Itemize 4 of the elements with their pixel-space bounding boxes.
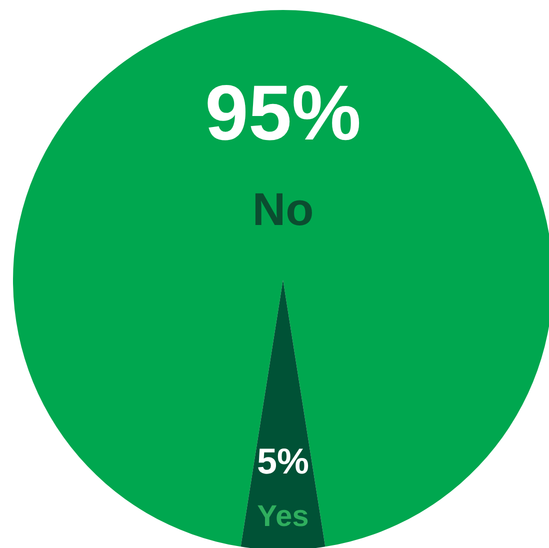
slice-label: Yes <box>257 500 309 533</box>
slice-label: No <box>252 183 314 236</box>
data-label: 95% <box>204 68 362 157</box>
data-label: 5% <box>256 440 310 482</box>
